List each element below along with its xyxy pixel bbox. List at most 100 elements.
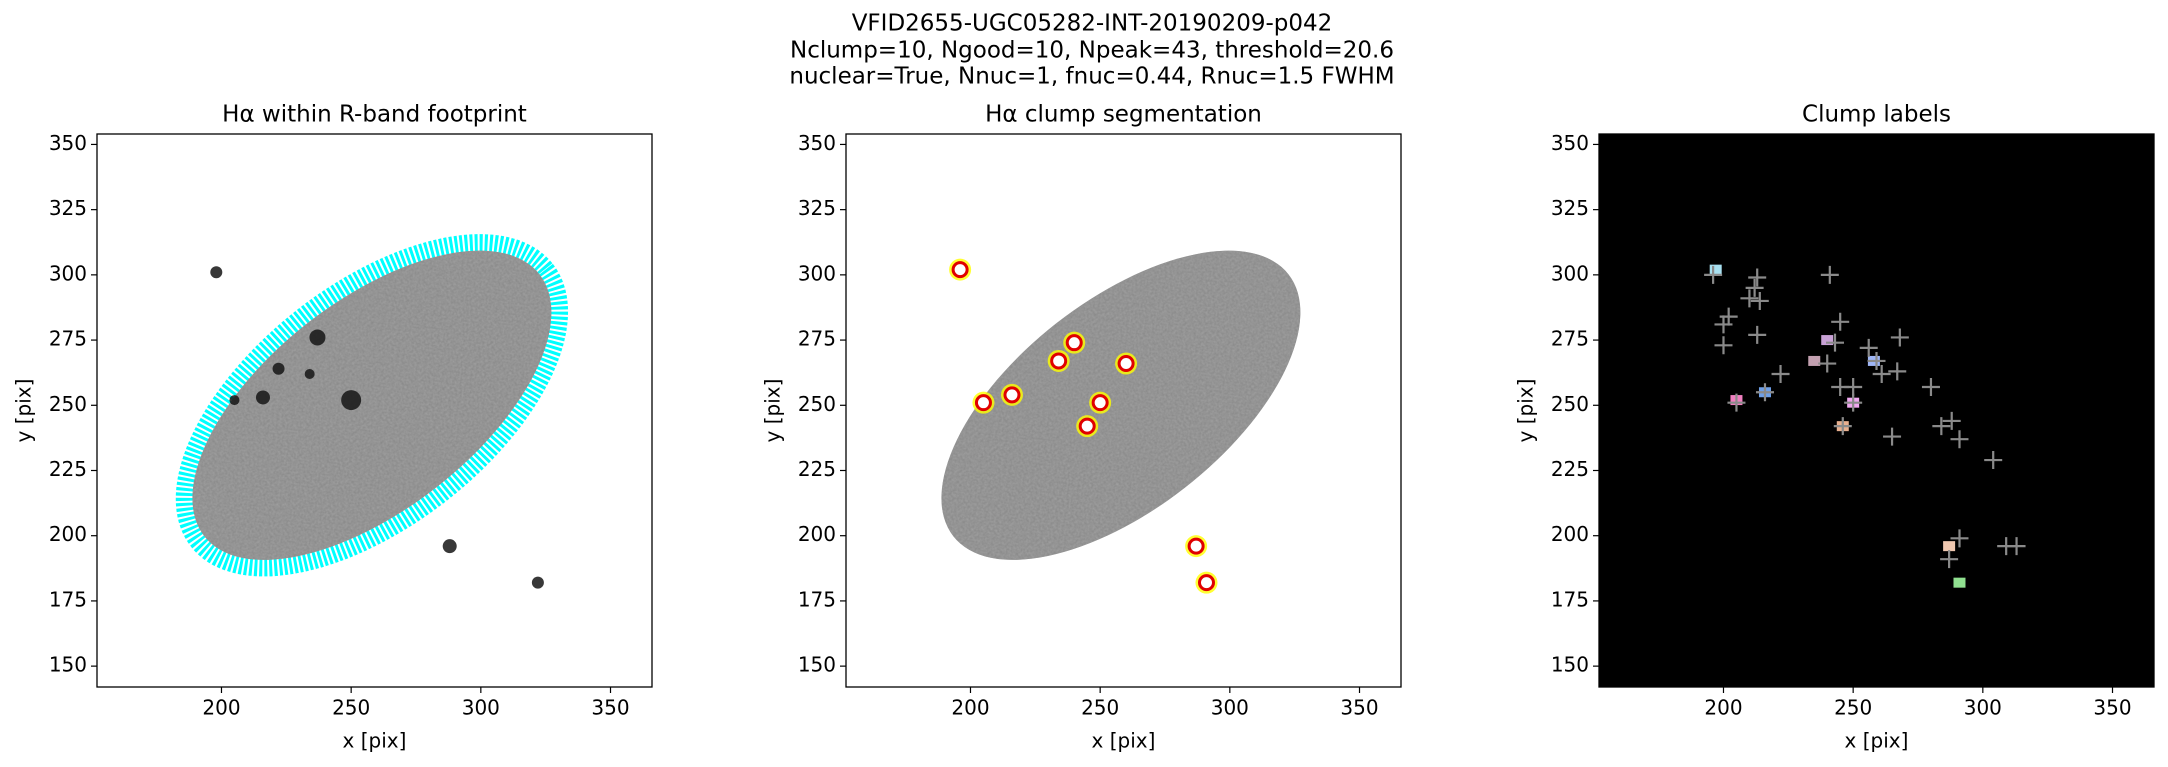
- y-tick-label: 175: [1551, 587, 1589, 611]
- peak-marker: [1727, 393, 1746, 412]
- blob: [341, 390, 362, 411]
- y-tick-label: 225: [1551, 457, 1589, 481]
- y-tick-label: 325: [798, 196, 836, 220]
- clump-marker: [1187, 537, 1205, 555]
- peak-marker: [1755, 383, 1774, 402]
- peak-marker: [1942, 411, 1961, 430]
- y-tick-label: 275: [49, 327, 87, 351]
- y-tick-label: 275: [798, 327, 836, 351]
- peak-marker: [1750, 291, 1769, 310]
- x-tick-label: 300: [1964, 696, 2002, 720]
- clump-marker: [1065, 334, 1083, 352]
- clump-marker: [1091, 394, 1109, 412]
- peak-marker: [1872, 364, 1891, 383]
- y-tick-label: 300: [1551, 261, 1589, 285]
- peak-marker: [1818, 354, 1837, 373]
- panel: Clump labels x [pix] y [pix] 200 250 300 350 15…: [1514, 102, 2155, 753]
- blob: [255, 390, 270, 405]
- peak-marker: [1921, 378, 1940, 397]
- peak-marker: [2007, 537, 2026, 556]
- clump-region: [1943, 541, 1956, 552]
- x-tick-label: 300: [1211, 696, 1249, 720]
- peak-marker: [1820, 265, 1839, 284]
- noise-rect: [140, 192, 604, 619]
- suptitle: Nclump=10, Ngood=10, Npeak=43, threshold…: [790, 38, 1394, 64]
- y-tick-label: 325: [49, 196, 87, 220]
- y-tick-label: 225: [798, 457, 836, 481]
- footprint: [175, 234, 569, 577]
- axes-frame: [845, 133, 1402, 688]
- peak-marker: [1704, 265, 1723, 284]
- clump-marker: [1117, 355, 1135, 373]
- y-label: y [pix]: [12, 379, 36, 443]
- y-tick-label: 200: [1551, 522, 1589, 546]
- peak-marker: [1740, 289, 1759, 308]
- clump-region: [1953, 577, 1966, 588]
- panel: Hα within R-band footprint x [pix] y [pix]…: [12, 102, 653, 753]
- blob: [210, 266, 223, 279]
- x-label: x [pix]: [1845, 729, 1909, 753]
- noise: [889, 192, 1353, 619]
- peak-marker: [1883, 427, 1902, 446]
- axes-title: Hα clump segmentation: [985, 102, 1262, 128]
- y-tick-label: 325: [1551, 196, 1589, 220]
- y-tick-label: 150: [1551, 653, 1589, 677]
- clump-region: [1808, 355, 1821, 366]
- blob: [272, 362, 285, 375]
- y-label: y [pix]: [1514, 379, 1538, 443]
- y-tick-label: 175: [49, 587, 87, 611]
- blob: [304, 368, 315, 379]
- peak-marker: [1745, 278, 1764, 297]
- y-tick-label: 350: [1551, 131, 1589, 155]
- y-tick-label: 150: [798, 653, 836, 677]
- blob: [229, 395, 240, 406]
- peak-marker: [1844, 393, 1863, 412]
- axes-frame: [1598, 133, 2155, 688]
- x-label: x [pix]: [343, 729, 407, 753]
- x-tick-label: 250: [1081, 696, 1119, 720]
- y-tick-label: 250: [1551, 392, 1589, 416]
- y-tick-label: 250: [49, 392, 87, 416]
- peak-marker: [1771, 364, 1790, 383]
- y-tick-label: 350: [798, 131, 836, 155]
- clump-marker: [1078, 417, 1096, 435]
- peak-marker: [1719, 307, 1738, 326]
- axes-background: [1599, 134, 2154, 687]
- axes-frame: [96, 133, 653, 688]
- clump-region: [1709, 264, 1722, 275]
- noise: [140, 192, 604, 619]
- axes-title: Hα within R-band footprint: [222, 102, 527, 128]
- x-tick-label: 300: [462, 696, 500, 720]
- noise-rect: [889, 192, 1353, 619]
- peak-marker: [1888, 362, 1907, 381]
- y-label: y [pix]: [761, 379, 785, 443]
- x-tick-label: 350: [2093, 696, 2131, 720]
- y-tick-label: 200: [798, 522, 836, 546]
- x-tick-label: 200: [951, 696, 989, 720]
- clump-region: [1821, 335, 1834, 346]
- image: [140, 192, 604, 619]
- peak-marker: [1831, 312, 1850, 331]
- peak-marker: [1984, 451, 2003, 470]
- y-tick-label: 175: [798, 587, 836, 611]
- y-tick-label: 350: [49, 131, 87, 155]
- peak-marker: [1826, 333, 1844, 352]
- peak-marker: [1748, 325, 1767, 344]
- y-tick-label: 250: [798, 392, 836, 416]
- peak-marker: [1844, 378, 1863, 397]
- y-tick-label: 200: [49, 522, 87, 546]
- blob: [531, 576, 544, 589]
- peak-marker: [1833, 417, 1852, 436]
- clump-marker: [974, 394, 992, 412]
- clump-marker: [1197, 574, 1215, 592]
- peak-marker: [1940, 550, 1959, 569]
- peak-marker: [1950, 430, 1969, 449]
- peak-marker: [1932, 417, 1951, 436]
- peak-marker: [1950, 529, 1969, 548]
- suptitle: VFID2655-UGC05282-INT-20190209-p042: [852, 11, 1333, 37]
- y-tick-label: 275: [1551, 327, 1589, 351]
- axes-title: Clump labels: [1802, 102, 1951, 128]
- clump-marker: [951, 261, 969, 279]
- suptitle: nuclear=True, Nnuc=1, fnuc=0.44, Rnuc=1.…: [789, 64, 1394, 90]
